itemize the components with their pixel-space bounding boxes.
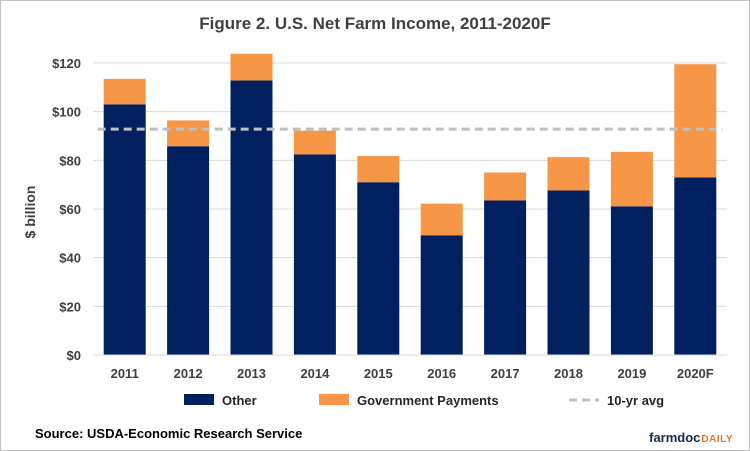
legend: Other Government Payments 10-yr avg — [184, 393, 664, 408]
bar-government-payments-2016 — [420, 203, 463, 236]
y-tick-label: $120 — [52, 56, 81, 71]
legend-item-ten-year-average: 10-yr avg — [569, 393, 664, 408]
x-tick-label: 2017 — [491, 366, 520, 381]
y-tick-label: $80 — [59, 153, 81, 168]
bar-government-payments-2014 — [293, 130, 336, 155]
x-axis-ticks: 2011 2012 2013 2014 2015 2016 2017 2018 2019 2020… — [111, 366, 714, 381]
y-tick-label: $100 — [52, 105, 81, 120]
x-tick-label: 2019 — [617, 366, 646, 381]
legend-item-government-payments: Government Payments — [319, 393, 499, 408]
bar-government-payments-2020F — [674, 64, 717, 178]
bar-other-2012 — [167, 146, 210, 355]
x-tick-label: 2018 — [554, 366, 583, 381]
legend-item-other: Other — [184, 393, 257, 408]
bar-government-payments-2019 — [610, 151, 653, 207]
bar-government-payments-2012 — [167, 120, 210, 147]
bar-other-2019 — [610, 206, 653, 355]
bar-other-2015 — [357, 182, 400, 355]
legend-swatch — [184, 394, 214, 405]
bar-other-2018 — [547, 190, 590, 355]
chart-title: Figure 2. U.S. Net Farm Income, 2011-202… — [199, 14, 550, 33]
bar-other-2017 — [484, 200, 527, 355]
x-tick-label: 2013 — [237, 366, 266, 381]
x-tick-label: 2016 — [427, 366, 456, 381]
logo-sub-text: DAILY — [701, 434, 733, 445]
x-tick-label: 2015 — [364, 366, 393, 381]
bars — [103, 53, 717, 356]
bar-other-2016 — [420, 235, 463, 355]
y-axis-ticks: $0 $20 $40 $60 $80 $100 $120 — [52, 56, 81, 363]
bar-other-2014 — [293, 154, 336, 355]
bar-government-payments-2015 — [357, 155, 400, 183]
x-tick-label: 2012 — [174, 366, 203, 381]
y-tick-label: $20 — [59, 299, 81, 314]
x-tick-label: 2020F — [677, 366, 714, 381]
bar-other-2013 — [230, 80, 273, 356]
bar-other-2011 — [103, 104, 146, 355]
y-tick-label: $60 — [59, 202, 81, 217]
bar-government-payments-2018 — [547, 157, 590, 191]
bar-government-payments-2017 — [484, 172, 527, 201]
legend-label: Government Payments — [357, 393, 499, 408]
legend-label: Other — [222, 393, 257, 408]
bar-other-2020F — [674, 177, 717, 355]
bar-government-payments-2013 — [230, 53, 273, 81]
bar-government-payments-2011 — [103, 78, 146, 105]
x-tick-label: 2011 — [111, 366, 139, 381]
source-note: Source: USDA-Economic Research Service — [35, 426, 302, 441]
legend-swatch — [319, 394, 349, 405]
y-tick-label: $40 — [59, 251, 81, 266]
y-tick-label: $0 — [67, 348, 81, 363]
y-axis-label: $ billion — [22, 186, 38, 239]
legend-label: 10-yr avg — [607, 393, 664, 408]
svg-text:farmdocDAILY: farmdocDAILY — [649, 430, 733, 445]
logo-main-text: farmdoc — [649, 430, 700, 445]
farmdoc-daily-logo: farmdocDAILY — [649, 430, 733, 445]
x-tick-label: 2014 — [300, 366, 330, 381]
